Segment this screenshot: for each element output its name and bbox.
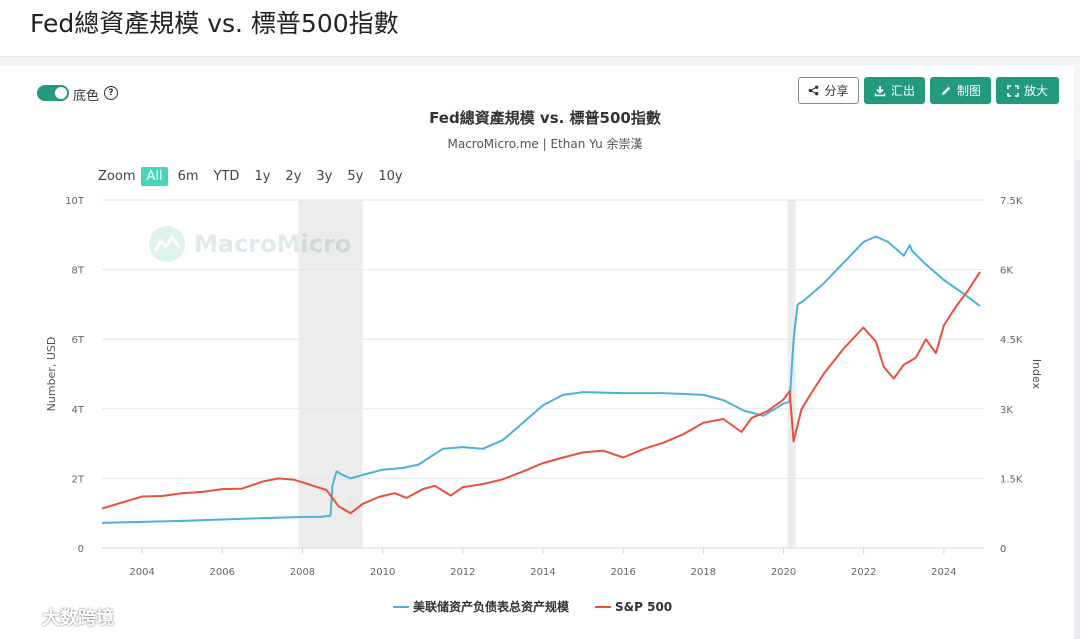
share-icon (809, 85, 819, 96)
export-button[interactable]: 汇出 (864, 77, 925, 104)
brand-logo-icon (9, 609, 33, 625)
share-button[interactable]: 分享 (798, 77, 859, 104)
background-toggle[interactable] (37, 85, 69, 101)
background-toggle-label: 底色 (73, 89, 100, 104)
zoom-option[interactable]: 5y (347, 169, 364, 184)
zoom-option[interactable]: 1y (254, 169, 271, 184)
toggle-knob (55, 87, 67, 99)
share-label: 分享 (824, 84, 849, 98)
expand-label: 放大 (1023, 84, 1048, 98)
watermark: MacroMicro (148, 225, 351, 263)
zoom-option[interactable]: 10y (378, 169, 403, 184)
zoom-label: Zoom (98, 169, 136, 184)
page-title: Fed總資產規模 vs. 標普500指數 (30, 9, 399, 38)
zoom-bar: Zoom All 6m YTD 1y 2y 3y 5y 10y (98, 166, 413, 187)
zoom-option[interactable]: 6m (177, 169, 199, 184)
zoom-option[interactable]: All (141, 167, 168, 186)
zoom-option[interactable]: YTD (213, 169, 240, 184)
zoom-option[interactable]: 2y (285, 169, 302, 184)
help-icon[interactable]: ? (104, 86, 118, 100)
scrollbar-track[interactable] (1074, 160, 1080, 639)
pencil-icon (941, 86, 951, 95)
draw-label: 制图 (956, 84, 981, 98)
page-header: Fed總資產規模 vs. 標普500指數 (0, 0, 1080, 57)
zoom-option[interactable]: 3y (316, 169, 333, 184)
expand-button[interactable]: 放大 (996, 77, 1059, 104)
draw-button[interactable]: 制图 (930, 77, 991, 104)
watermark-text: MacroMicro (194, 230, 352, 258)
bottom-logo-text: 大数跨境 (42, 608, 114, 629)
bottom-logo: 大数跨境 (8, 604, 114, 630)
chart-title: Fed總資產規模 vs. 標普500指數 (429, 109, 661, 127)
chart-subtitle: MacroMicro.me | Ethan Yu 余崇漢 (447, 137, 643, 151)
download-icon (874, 85, 886, 96)
fullscreen-icon (1007, 84, 1019, 97)
export-label: 汇出 (890, 84, 915, 98)
macromicro-logo-icon (149, 226, 185, 262)
